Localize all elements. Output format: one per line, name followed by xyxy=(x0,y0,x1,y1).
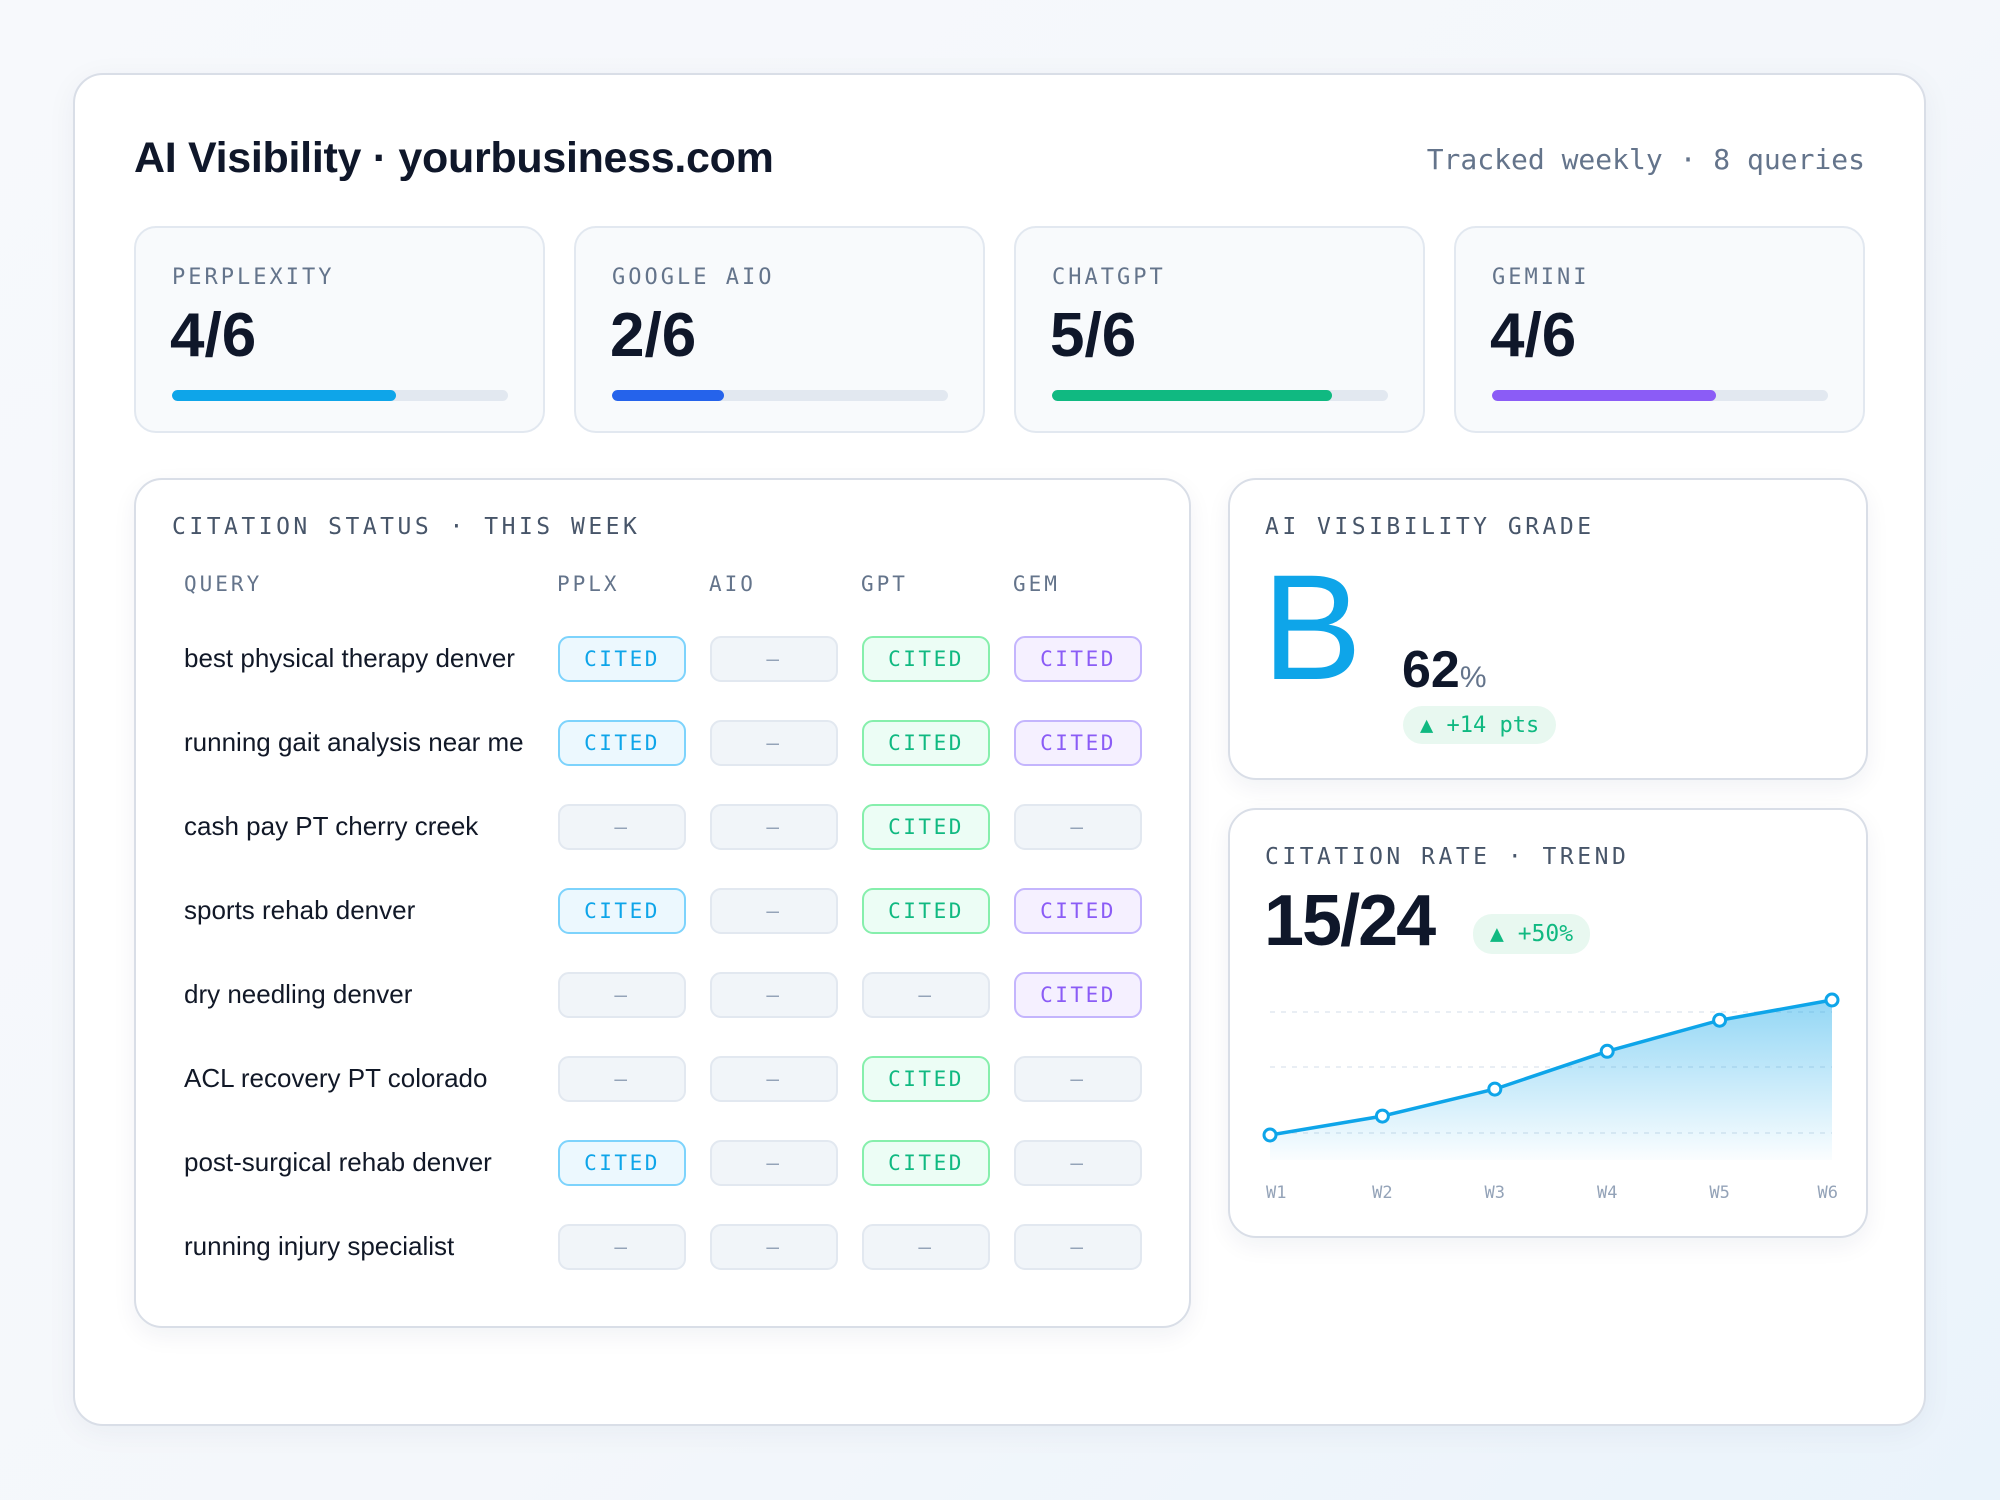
citation-cell-gem-empty: – xyxy=(1014,1140,1142,1186)
stat-label: CHATGPT xyxy=(1052,265,1166,290)
progress-fill xyxy=(612,390,724,401)
query-label: best physical therapy denver xyxy=(184,643,515,673)
citation-cell-aio-empty: – xyxy=(710,804,838,850)
query-label: running injury specialist xyxy=(184,1231,455,1261)
column-header-query: QUERY xyxy=(184,572,263,596)
chart-point xyxy=(1599,1043,1615,1059)
grade-percent: 62% xyxy=(1402,640,1487,700)
chart-point xyxy=(1262,1127,1278,1143)
stat-value: 2/6 xyxy=(610,301,697,370)
trend-change-badge: ▲ +50% xyxy=(1473,914,1591,954)
column-header-gpt: GPT xyxy=(861,572,908,596)
trend-section-label: CITATION RATE · TREND xyxy=(1265,844,1630,870)
chart-x-tick-label: W4 xyxy=(1597,1183,1617,1203)
chart-x-tick-label: W1 xyxy=(1266,1183,1286,1203)
progress-fill xyxy=(1052,390,1332,401)
chart-area xyxy=(1270,1000,1832,1160)
citation-cell-gpt-cited: CITED xyxy=(862,720,990,766)
citation-cell-aio-empty: – xyxy=(710,636,838,682)
query-label: cash pay PT cherry creek xyxy=(184,811,479,841)
citation-cell-gpt-cited: CITED xyxy=(862,1056,990,1102)
grade-section-label: AI VISIBILITY GRADE xyxy=(1265,514,1595,540)
query-label: running gait analysis near me xyxy=(184,727,524,757)
stat-card-perplexity: PERPLEXITY 4/6 xyxy=(134,226,545,433)
stat-value: 4/6 xyxy=(170,301,257,370)
grade-percent-sign: % xyxy=(1459,661,1487,694)
citation-cell-gem-cited: CITED xyxy=(1014,972,1142,1018)
grade-letter: B xyxy=(1262,543,1363,711)
progress-track xyxy=(1492,390,1828,401)
citation-cell-gpt-cited: CITED xyxy=(862,804,990,850)
citation-section-label: CITATION STATUS · THIS WEEK xyxy=(172,514,641,540)
citation-cell-pplx-empty: – xyxy=(558,804,686,850)
chart-series-line xyxy=(1269,998,1833,1137)
query-label: post-surgical rehab denver xyxy=(184,1147,492,1177)
query-label: ACL recovery PT colorado xyxy=(184,1063,488,1093)
progress-track xyxy=(172,390,508,401)
query-label: sports rehab denver xyxy=(184,895,416,925)
stat-card-google-aio: GOOGLE AIO 2/6 xyxy=(574,226,985,433)
column-header-aio: AIO xyxy=(709,572,756,596)
citation-cell-gpt-cited: CITED xyxy=(862,636,990,682)
progress-fill xyxy=(172,390,397,401)
grade-percent-value: 62 xyxy=(1402,641,1460,699)
chart-point xyxy=(1487,1081,1503,1097)
citation-cell-pplx-cited: CITED xyxy=(558,720,686,766)
citation-cell-pplx-cited: CITED xyxy=(558,636,686,682)
column-header-pplx: PPLX xyxy=(557,572,620,596)
citation-cell-gem-cited: CITED xyxy=(1014,636,1142,682)
citation-cell-pplx-empty: – xyxy=(558,1056,686,1102)
chart-point xyxy=(1374,1108,1390,1124)
citation-cell-gpt-empty: – xyxy=(862,1224,990,1270)
grade-change-badge: ▲ +14 pts xyxy=(1403,706,1557,744)
stat-label: GEMINI xyxy=(1492,265,1590,290)
citation-cell-aio-empty: – xyxy=(710,1140,838,1186)
stat-card-chatgpt: CHATGPT 5/6 xyxy=(1014,226,1425,433)
stat-value: 5/6 xyxy=(1050,301,1137,370)
citation-cell-gem-empty: – xyxy=(1014,804,1142,850)
citation-cell-pplx-cited: CITED xyxy=(558,888,686,934)
chart-x-tick-label: W3 xyxy=(1485,1183,1505,1203)
citation-cell-gem-empty: – xyxy=(1014,1224,1142,1270)
citation-cell-aio-empty: – xyxy=(710,888,838,934)
query-label: dry needling denver xyxy=(184,979,413,1009)
page-title: AI Visibility · yourbusiness.com xyxy=(134,134,774,182)
chart-x-tick-label: W2 xyxy=(1372,1183,1392,1203)
stat-value: 4/6 xyxy=(1490,301,1577,370)
citation-cell-aio-empty: – xyxy=(710,1056,838,1102)
citation-cell-aio-empty: – xyxy=(710,720,838,766)
stat-label: PERPLEXITY xyxy=(172,265,335,290)
chart-point xyxy=(1712,1012,1728,1028)
citation-cell-gpt-empty: – xyxy=(862,972,990,1018)
trend-value: 15/24 xyxy=(1264,881,1436,961)
progress-fill xyxy=(1492,390,1717,401)
tracking-info: Tracked weekly · 8 queries xyxy=(1426,143,1865,176)
citation-cell-gpt-cited: CITED xyxy=(862,1140,990,1186)
progress-track xyxy=(1052,390,1388,401)
citation-cell-pplx-cited: CITED xyxy=(558,1140,686,1186)
citation-trend-chart: W1 W2 W3 W4 W5 W6 xyxy=(1262,992,1840,1203)
citation-cell-aio-empty: – xyxy=(710,1224,838,1270)
citation-cell-pplx-empty: – xyxy=(558,972,686,1018)
stat-label: GOOGLE AIO xyxy=(612,265,775,290)
citation-cell-gpt-cited: CITED xyxy=(862,888,990,934)
progress-track xyxy=(612,390,948,401)
citation-cell-aio-empty: – xyxy=(710,972,838,1018)
citation-cell-gem-empty: – xyxy=(1014,1056,1142,1102)
citation-cell-pplx-empty: – xyxy=(558,1224,686,1270)
chart-x-tick-label: W5 xyxy=(1709,1183,1729,1203)
stat-card-gemini: GEMINI 4/6 xyxy=(1454,226,1865,433)
citation-cell-gem-cited: CITED xyxy=(1014,888,1142,934)
column-header-gem: GEM xyxy=(1013,572,1060,596)
chart-point xyxy=(1824,992,1840,1008)
citation-cell-gem-cited: CITED xyxy=(1014,720,1142,766)
chart-x-tick-label: W6 xyxy=(1818,1183,1838,1203)
